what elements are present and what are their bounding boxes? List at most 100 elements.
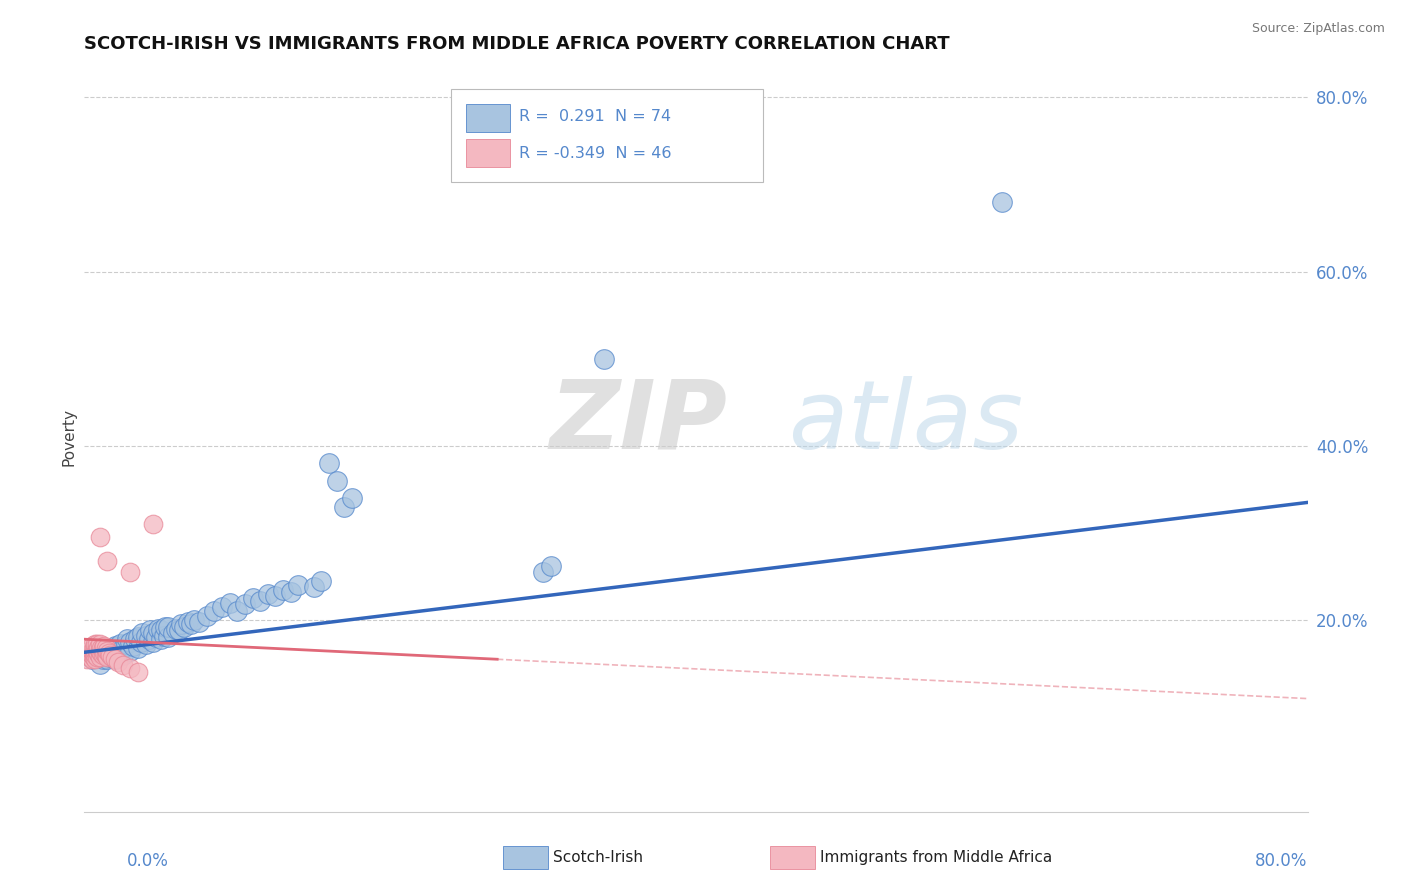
Point	[111, 640, 134, 655]
Point	[80, 643, 103, 657]
Point	[98, 649, 121, 664]
Point	[89, 530, 111, 544]
Point	[114, 637, 136, 651]
Text: Immigrants from Middle Africa: Immigrants from Middle Africa	[820, 850, 1052, 864]
Point	[242, 591, 264, 606]
Point	[101, 646, 124, 660]
Point	[226, 604, 249, 618]
Point	[142, 626, 165, 640]
Point	[280, 585, 302, 599]
Point	[93, 646, 115, 660]
Text: SCOTCH-IRISH VS IMMIGRANTS FROM MIDDLE AFRICA POVERTY CORRELATION CHART: SCOTCH-IRISH VS IMMIGRANTS FROM MIDDLE A…	[84, 35, 950, 53]
Point	[170, 617, 193, 632]
Point	[211, 599, 233, 614]
Point	[104, 652, 127, 666]
Point	[94, 648, 117, 662]
FancyBboxPatch shape	[465, 103, 510, 132]
Point	[531, 565, 554, 579]
Point	[96, 652, 118, 666]
Point	[90, 646, 112, 660]
Point	[84, 643, 107, 657]
Point	[129, 635, 152, 649]
Point	[183, 613, 205, 627]
Point	[104, 639, 127, 653]
Point	[90, 640, 112, 655]
Text: ZIP: ZIP	[550, 376, 727, 468]
Point	[202, 604, 225, 618]
Point	[93, 646, 115, 660]
Point	[142, 517, 165, 532]
Point	[157, 620, 180, 634]
Point	[257, 587, 280, 601]
Point	[311, 574, 333, 588]
Point	[173, 620, 195, 634]
Point	[76, 652, 98, 666]
Point	[127, 665, 149, 680]
Point	[593, 351, 616, 366]
Point	[162, 626, 184, 640]
Point	[167, 624, 190, 638]
Point	[96, 649, 118, 664]
Point	[135, 637, 157, 651]
Point	[80, 648, 103, 662]
Point	[111, 658, 134, 673]
Point	[155, 620, 177, 634]
Point	[104, 646, 127, 660]
Point	[139, 624, 162, 638]
Point	[264, 589, 287, 603]
Point	[91, 652, 114, 666]
Point	[195, 608, 218, 623]
Point	[104, 652, 127, 666]
Point	[91, 640, 114, 655]
Point	[86, 649, 108, 664]
Point	[89, 643, 111, 657]
Point	[84, 652, 107, 666]
Point	[146, 622, 169, 636]
Point	[84, 637, 107, 651]
Point	[77, 648, 100, 662]
Point	[89, 649, 111, 664]
Point	[108, 637, 131, 651]
Point	[218, 596, 240, 610]
Text: R = -0.349  N = 46: R = -0.349 N = 46	[519, 145, 671, 161]
Point	[131, 626, 153, 640]
Point	[83, 649, 105, 664]
Point	[149, 624, 172, 638]
Point	[107, 655, 129, 669]
Point	[120, 661, 142, 675]
Point	[149, 632, 172, 647]
Point	[233, 598, 256, 612]
Point	[318, 456, 340, 470]
Point	[79, 646, 101, 660]
Point	[80, 652, 103, 666]
Point	[89, 648, 111, 662]
Text: Source: ZipAtlas.com: Source: ZipAtlas.com	[1251, 22, 1385, 36]
Point	[120, 643, 142, 657]
Point	[142, 635, 165, 649]
Point	[157, 631, 180, 645]
Point	[89, 637, 111, 651]
Text: 80.0%: 80.0%	[1256, 852, 1308, 870]
FancyBboxPatch shape	[451, 88, 763, 182]
Text: R =  0.291  N = 74: R = 0.291 N = 74	[519, 109, 671, 124]
Point	[991, 194, 1014, 209]
Point	[96, 554, 118, 568]
Point	[287, 578, 309, 592]
Point	[96, 643, 118, 657]
Point	[98, 648, 121, 662]
Point	[145, 631, 167, 645]
Point	[111, 648, 134, 662]
Point	[87, 640, 110, 655]
Point	[177, 615, 200, 629]
Point	[84, 648, 107, 662]
Point	[86, 649, 108, 664]
Point	[188, 615, 211, 629]
Point	[124, 632, 146, 647]
Point	[83, 646, 105, 660]
Y-axis label: Poverty: Poverty	[60, 408, 76, 467]
Text: atlas: atlas	[787, 376, 1022, 468]
Point	[79, 649, 101, 664]
Point	[333, 500, 356, 514]
Point	[101, 640, 124, 655]
Point	[94, 640, 117, 655]
